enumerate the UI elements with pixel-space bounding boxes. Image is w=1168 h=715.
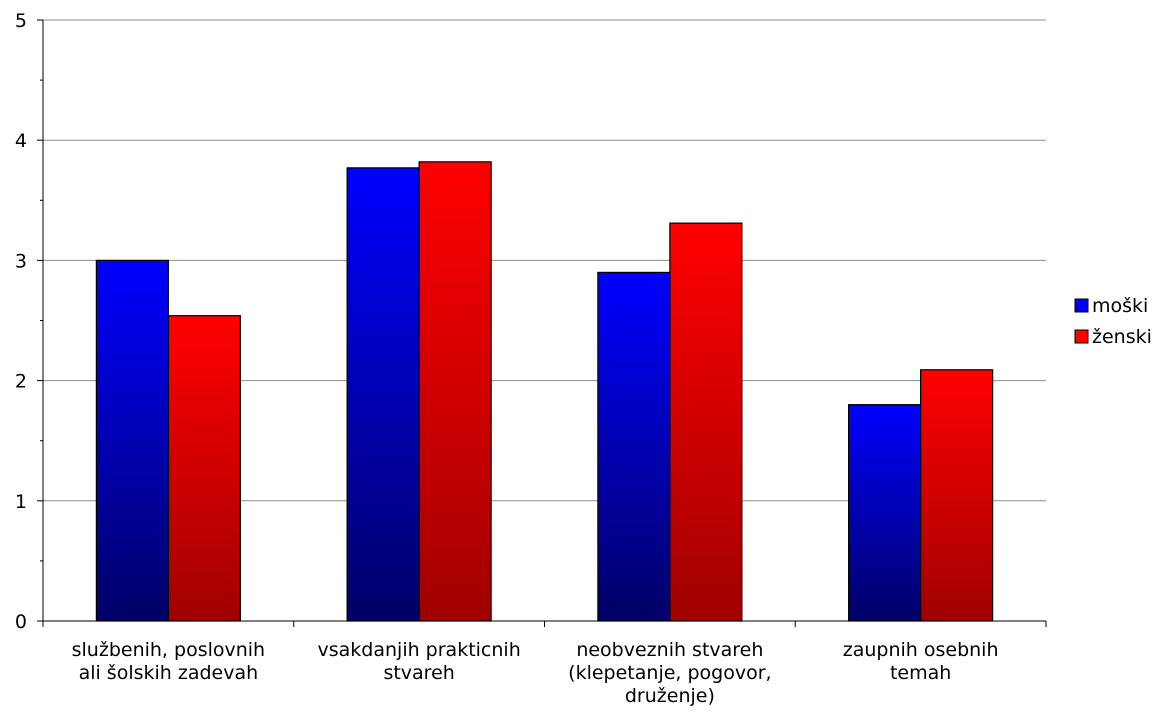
category-label: vsakdanjih prakticnih stvareh [318,639,521,684]
bar-series2 [418,161,492,622]
legend-swatch [1074,329,1089,344]
category-label: zaupnih osebnih temah [843,639,999,684]
bar-series2 [669,222,743,622]
category-labels: službenih, poslovnih ali šolskih zadevah v… [72,639,999,707]
category-label: neobveznih stvareh (klepetanje, pogovor, d… [568,639,771,707]
y-tick-label: 5 [15,10,27,32]
y-tick-label: 4 [15,130,27,152]
y-tick-labels: 0 1 2 3 4 5 [15,10,27,633]
bar-series1 [346,167,420,622]
bars [95,161,994,622]
legend-label: moški [1092,295,1148,317]
y-tick-label: 0 [15,611,27,633]
legend-label: ženski [1092,326,1152,348]
legend: moški ženski [1074,295,1152,348]
bar-series2 [920,369,994,622]
y-tick-label: 1 [15,491,27,513]
category-label: službenih, poslovnih ali šolskih zadevah [72,639,265,684]
y-tick-label: 3 [15,250,27,272]
y-tick-label: 2 [15,371,27,393]
bar-series2 [167,315,241,622]
bar-series1 [597,271,671,622]
legend-swatch [1074,298,1089,313]
bar-series1 [95,259,169,622]
bar-series1 [848,404,922,622]
